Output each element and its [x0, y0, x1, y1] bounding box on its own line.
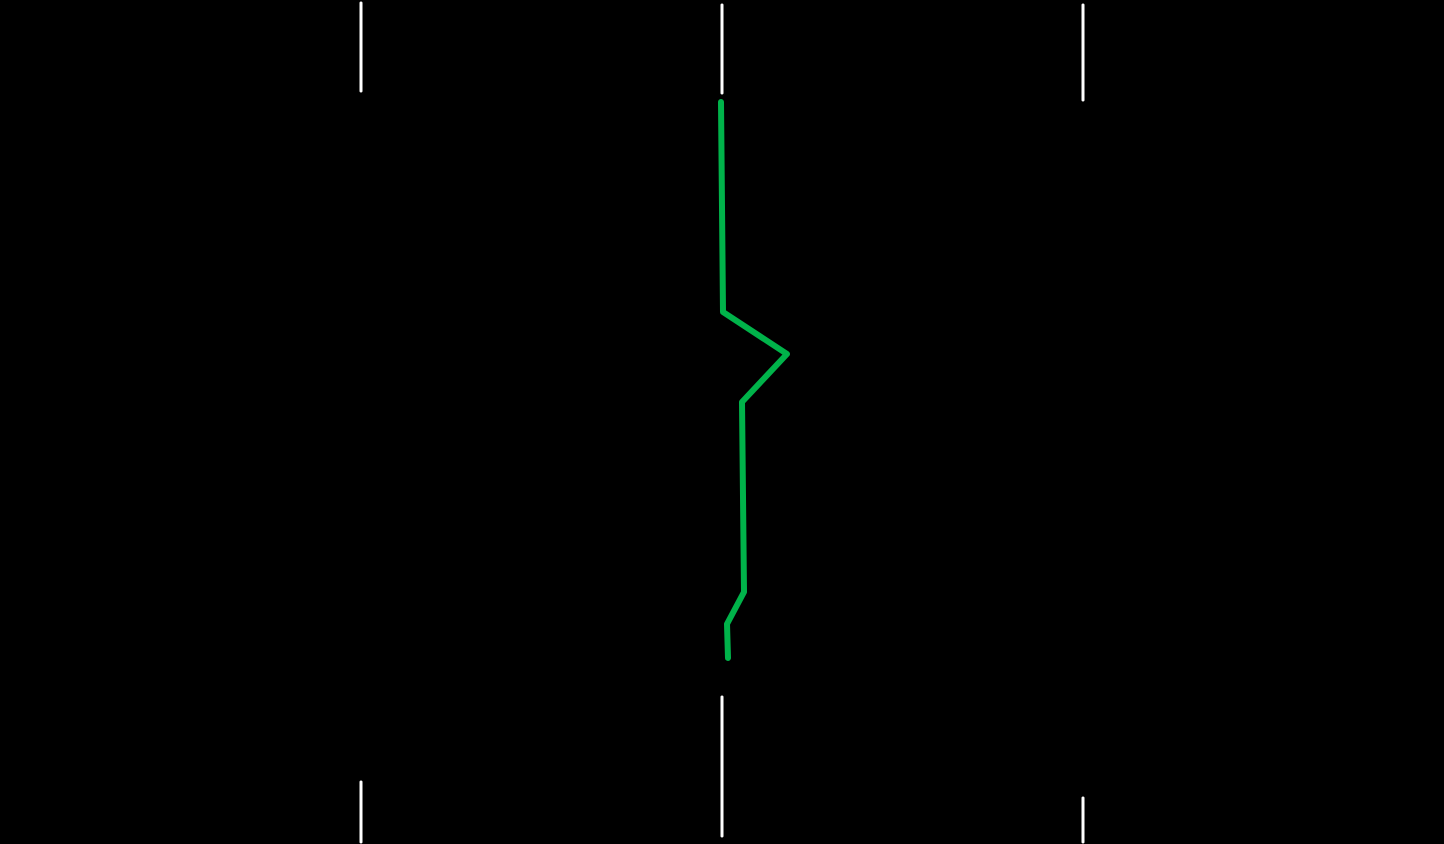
route-path — [718, 99, 790, 661]
